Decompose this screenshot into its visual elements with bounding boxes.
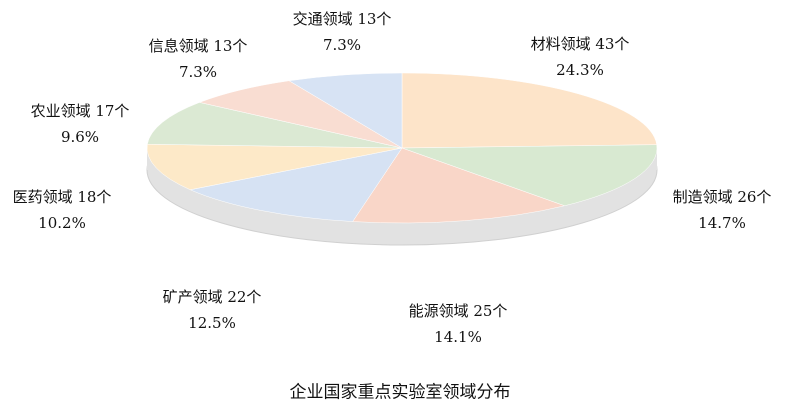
slice-label: 矿产领域 22个	[163, 288, 262, 306]
slice-percent: 10.2%	[38, 214, 86, 232]
slice-label: 医药领域 18个	[13, 188, 112, 206]
slice-percent: 9.6%	[61, 128, 99, 146]
pie-slice	[401, 144, 658, 207]
slice-percent: 14.7%	[698, 214, 746, 232]
pie-slice	[401, 72, 658, 149]
chart-title: 企业国家重点实验室领域分布	[290, 383, 511, 403]
pie-slice	[288, 72, 403, 149]
slice-label: 能源领域 25个	[409, 302, 508, 320]
slice-label: 交通领域 13个	[293, 10, 392, 28]
pie-slice	[147, 102, 403, 149]
slice-label: 农业领域 17个	[31, 102, 130, 120]
pie-slice	[198, 80, 403, 149]
slice-percent: 12.5%	[188, 314, 236, 332]
slice-label: 信息领域 13个	[149, 37, 248, 55]
slice-label: 材料领域 43个	[531, 35, 630, 53]
pie-slice	[189, 147, 403, 222]
slice-percent: 7.3%	[323, 36, 361, 54]
slice-percent: 7.3%	[179, 63, 217, 81]
slice-percent: 14.1%	[434, 328, 482, 346]
slice-percent: 24.3%	[556, 61, 604, 79]
pie-slice	[146, 143, 403, 191]
pie-slice	[352, 147, 566, 224]
slice-label: 制造领域 26个	[673, 188, 772, 206]
